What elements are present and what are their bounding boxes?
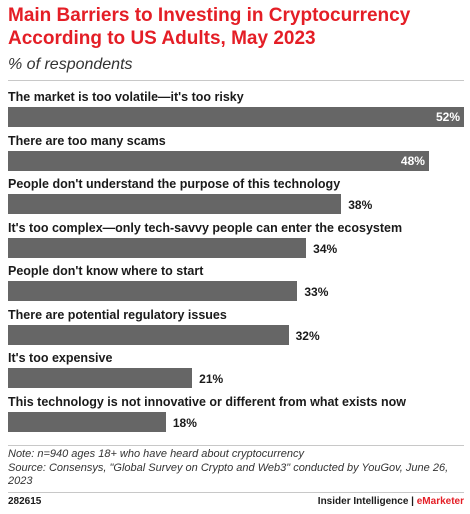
bar [8,194,342,214]
bar-label: There are potential regulatory issues [8,307,227,322]
chart-note: Note: n=940 ages 18+ who have heard abou… [8,448,304,460]
bar-label: It's too expensive [8,351,113,365]
bar-value-label: 34% [313,241,338,256]
bar [8,150,429,171]
bar-value-label: 52% [435,110,460,124]
bar-value-label: 48% [400,153,425,168]
bar [8,324,289,345]
chart-source: Source: Consensys, "Global Survey on Cry… [8,462,449,487]
chart-subtitle: % of respondents [8,56,133,73]
bar-label: There are too many scams [8,133,166,148]
bar-label: This technology is not innovative or dif… [8,394,406,409]
bar-value-label: 32% [295,328,320,343]
brand-logo: Insider Intelligence | eMarketer [318,496,464,507]
footer-divider [8,492,464,493]
bar-value-label: 18% [172,415,197,430]
bar-label: People don't understand the purpose of t… [8,177,341,191]
bar-label: It's too complex—only tech-savvy people … [8,220,403,235]
bar-chart: The market is too volatile—it's too risk… [0,84,470,444]
brand-name: Insider Intelligence | [317,496,417,507]
chart-title: Main Barriers to Investing in Cryptocurr… [8,5,411,49]
bar [8,237,307,258]
bar [8,281,298,301]
bar-value-label: 21% [199,372,224,386]
bottom-divider [8,445,464,446]
bar [8,411,166,432]
bar-label: People don't know where to start [8,264,204,278]
bar-label: The market is too volatile—it's too risk… [8,90,244,104]
brand-accent: eMarketer [416,496,464,507]
bar-value-label: 38% [348,198,373,212]
footer: 282615 Insider Intelligence | eMarketer [8,496,464,507]
chart-id: 282615 [8,496,42,507]
bar [8,107,464,127]
top-divider [8,80,464,81]
bar [8,368,193,388]
bar-value-label: 33% [304,285,329,299]
